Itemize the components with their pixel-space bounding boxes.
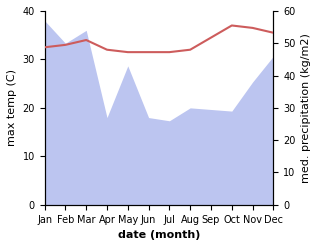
- X-axis label: date (month): date (month): [118, 230, 200, 240]
- Y-axis label: med. precipitation (kg/m2): med. precipitation (kg/m2): [301, 33, 311, 183]
- Y-axis label: max temp (C): max temp (C): [7, 69, 17, 146]
